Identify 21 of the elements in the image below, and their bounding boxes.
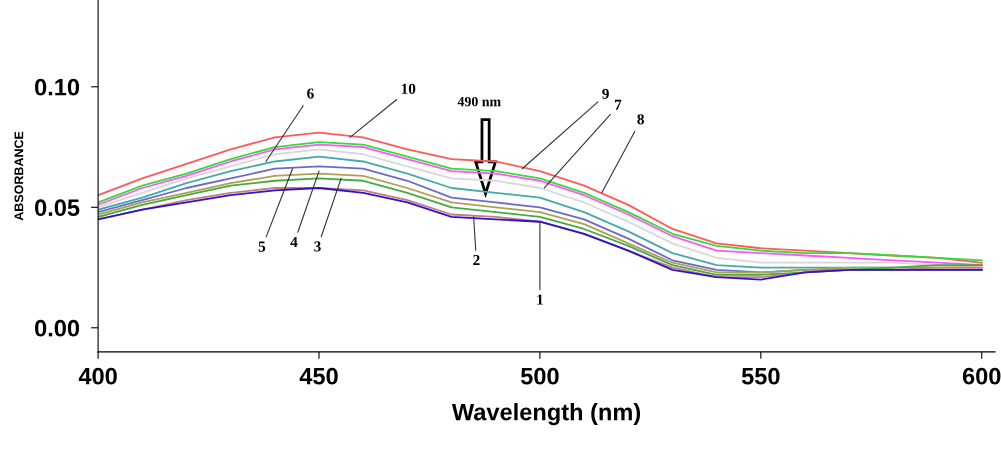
annotation: 4 — [290, 236, 298, 247]
y-tick-label: 0.10 — [35, 78, 80, 96]
y-axis-title: ABSORBANCE — [14, 131, 24, 221]
annotation: 9 — [602, 88, 609, 99]
annotation: 7 — [615, 99, 622, 110]
x-tick-label: 400 — [78, 367, 117, 385]
annotation: 5 — [258, 241, 266, 252]
x-tick-label: 500 — [520, 367, 559, 385]
x-tick-label: 600 — [962, 367, 1001, 385]
x-tick-label: 550 — [741, 367, 780, 385]
annotation: 490 nm — [457, 96, 501, 107]
x-tick-label: 450 — [299, 367, 338, 385]
annotation: 1 — [537, 294, 543, 305]
y-tick-label: 0.00 — [35, 319, 80, 337]
y-tick-label: 0.05 — [35, 199, 80, 217]
x-axis-title: Wavelength (nm) — [451, 403, 641, 426]
annotation: 6 — [307, 88, 314, 99]
annotation: 10 — [401, 83, 416, 94]
annotation: 2 — [473, 254, 480, 266]
annotation: 8 — [637, 114, 644, 125]
annotation: 3 — [314, 241, 321, 252]
